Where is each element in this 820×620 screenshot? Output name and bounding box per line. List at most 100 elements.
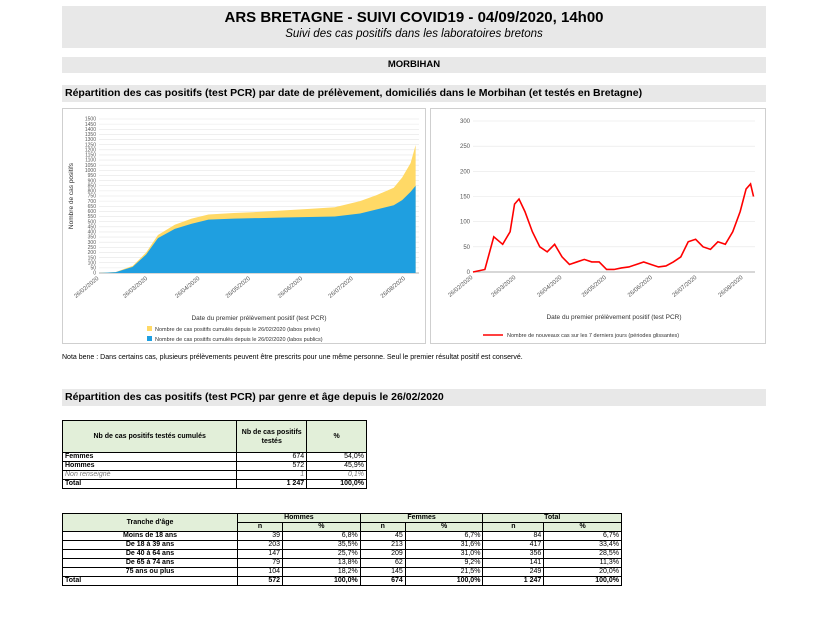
header-cell: n — [482, 522, 545, 532]
row-percent: 100,0% — [306, 479, 367, 489]
cell: 11,3% — [543, 558, 622, 568]
cell: 572 — [236, 576, 284, 586]
row-label: Total — [62, 576, 238, 586]
legend-swatch — [147, 326, 152, 331]
header-cell: % — [543, 522, 622, 532]
y-tick-label: 700 — [88, 199, 97, 205]
cell: 45 — [359, 531, 406, 541]
y-tick-label: 900 — [88, 178, 97, 184]
y-tick-label: 850 — [88, 183, 97, 189]
y-tick-label: 300 — [460, 119, 471, 125]
y-tick-label: 1500 — [85, 117, 96, 123]
report-header: ARS BRETAGNE - SUIVI COVID19 - 04/09/202… — [62, 6, 766, 48]
cell: 1 247 — [482, 576, 545, 586]
row-count: 1 — [236, 470, 308, 480]
cell: 31,0% — [404, 549, 484, 559]
header-cell: % — [282, 522, 361, 532]
cell: 13,8% — [282, 558, 361, 568]
cell: 6,7% — [543, 531, 622, 541]
y-tick-label: 250 — [460, 144, 471, 150]
cell: 141 — [482, 558, 545, 568]
x-tick-label: 26/05/2020 — [581, 275, 608, 299]
cell: 6,7% — [404, 531, 484, 541]
x-tick-label: 26/03/2020 — [122, 276, 149, 300]
y-tick-label: 150 — [460, 195, 471, 201]
cell: 28,5% — [543, 549, 622, 559]
table-row: Femmes 674 54,0% — [61, 452, 367, 462]
row-count: 1 247 — [236, 479, 308, 489]
y-tick-label: 800 — [88, 189, 97, 195]
cell: 203 — [236, 540, 284, 550]
line-series — [472, 182, 755, 273]
y-tick-label: 500 — [88, 219, 97, 225]
x-tick-label: 26/06/2020 — [627, 275, 654, 299]
nota-bene: Nota bene : Dans certains cas, plusieurs… — [62, 354, 523, 361]
table-row: De 65 à 74 ans 79 13,8% 62 9,2% 141 11,3… — [62, 558, 622, 568]
y-tick-label: 1250 — [85, 142, 96, 148]
y-tick-label: 300 — [88, 240, 97, 246]
y-tick-label: 750 — [88, 194, 97, 200]
cell: 145 — [359, 567, 406, 577]
cell: 21,5% — [404, 567, 484, 577]
row-label: Hommes — [61, 461, 238, 471]
table-header-row: Tranche d'âge Hommes Femmes Total — [62, 513, 622, 532]
y-tick-label: 1400 — [85, 127, 96, 133]
y-tick-label: 350 — [88, 235, 97, 241]
header-cell: Hommes — [237, 513, 361, 523]
header-cell: Nb de cas positifs testés cumulés — [61, 420, 238, 453]
x-tick-label: 26/04/2020 — [536, 275, 563, 299]
header-cell: Nb de cas positifs testés — [236, 420, 308, 453]
row-label: De 65 à 74 ans — [62, 558, 238, 568]
table-row: Moins de 18 ans 39 6,8% 45 6,7% 84 6,7% — [62, 531, 622, 541]
x-axis-label: Date du premier prélèvement positif (tes… — [191, 315, 326, 322]
legend-entry: Nombre de cas positifs cumulés depuis le… — [155, 327, 320, 333]
table-row: 75 ans ou plus 104 18,2% 145 21,5% 249 2… — [62, 567, 622, 577]
y-tick-label: 0 — [93, 271, 96, 277]
row-percent: 45,9% — [306, 461, 367, 471]
x-tick-label: 26/02/2020 — [73, 276, 100, 300]
row-percent: 54,0% — [306, 452, 367, 462]
table-row: Non renseigné 1 0,1% — [61, 470, 367, 480]
report-subtitle: Suivi des cas positifs dans les laborato… — [285, 28, 543, 40]
legend-swatch — [147, 336, 152, 341]
y-tick-label: 1100 — [85, 158, 96, 164]
row-count: 674 — [236, 452, 308, 462]
row-label: Non renseigné — [61, 470, 238, 480]
weekly-line-chart: 0 50 100 150 200 250 300 26/02/2020 26/03/2020 26… — [447, 119, 755, 339]
row-label: 75 ans ou plus — [62, 567, 238, 577]
cell: 417 — [482, 540, 545, 550]
cell: 674 — [359, 576, 406, 586]
row-percent: 0,1% — [306, 470, 367, 480]
y-tick-label: 1200 — [85, 147, 96, 153]
table-total-row: Total 572 100,0% 674 100,0% 1 247 100,0% — [62, 576, 622, 586]
y-tick-label: 400 — [88, 230, 97, 236]
y-tick-label: 550 — [88, 214, 97, 220]
y-tick-label: 200 — [460, 169, 471, 175]
report-title: ARS BRETAGNE - SUIVI COVID19 - 04/09/202… — [224, 9, 604, 26]
cell: 31,6% — [404, 540, 484, 550]
cell: 100,0% — [543, 576, 622, 586]
row-label: Femmes — [61, 452, 238, 462]
age-table: Tranche d'âge Hommes Femmes Total n % n … — [62, 513, 622, 586]
cell: 147 — [236, 549, 284, 559]
area-series — [99, 185, 416, 273]
weekly-chart-panel: 0 50 100 150 200 250 300 26/02/2020 26/03/2020 26… — [430, 108, 766, 344]
x-tick-label: 26/08/2020 — [380, 276, 407, 300]
cell: 100,0% — [282, 576, 361, 586]
x-tick-label: 26/04/2020 — [174, 276, 201, 300]
row-label: Total — [61, 479, 238, 489]
y-tick-label: 1450 — [85, 122, 96, 128]
cell: 249 — [482, 567, 545, 577]
header-cell: Femmes — [359, 513, 484, 523]
cumulative-area-chart: 0501001502002503003504004505005506006507… — [68, 117, 419, 343]
header-cell: n — [236, 522, 284, 532]
y-tick-label: 450 — [88, 224, 97, 230]
table-row: De 18 à 39 ans 203 35,5% 213 31,6% 417 3… — [62, 540, 622, 550]
cell: 18,2% — [282, 567, 361, 577]
cell: 6,8% — [282, 531, 361, 541]
x-tick-label: 26/08/2020 — [718, 275, 745, 299]
table-row: Hommes 572 45,9% — [61, 461, 367, 471]
x-tick-label: 26/06/2020 — [277, 276, 304, 300]
cell: 25,7% — [282, 549, 361, 559]
y-tick-label: 50 — [463, 245, 470, 251]
